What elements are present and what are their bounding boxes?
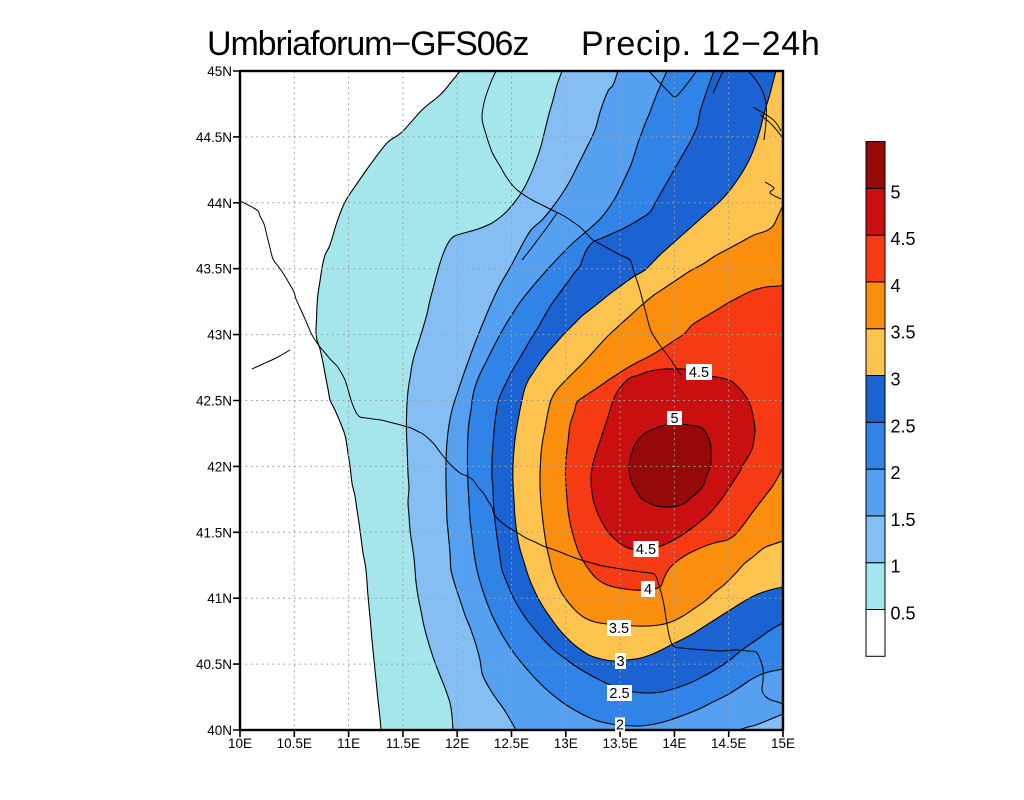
svg-text:3.5: 3.5 — [609, 621, 629, 637]
svg-text:41N: 41N — [207, 591, 232, 606]
svg-text:2.5: 2.5 — [891, 416, 916, 436]
svg-text:43.5N: 43.5N — [196, 262, 232, 277]
svg-text:15E: 15E — [771, 736, 795, 751]
svg-text:41.5N: 41.5N — [196, 525, 232, 540]
svg-text:13E: 13E — [554, 736, 578, 751]
svg-text:0.5: 0.5 — [891, 604, 916, 624]
svg-text:14.5E: 14.5E — [711, 736, 746, 751]
svg-text:13.5E: 13.5E — [602, 736, 637, 751]
svg-text:3: 3 — [891, 370, 901, 390]
svg-text:4.5: 4.5 — [636, 542, 656, 558]
svg-text:5: 5 — [670, 411, 678, 427]
svg-text:4: 4 — [644, 582, 652, 598]
svg-text:Umbriaforum−GFS06z: Umbriaforum−GFS06z — [207, 25, 528, 63]
svg-text:42N: 42N — [207, 459, 232, 474]
svg-text:1: 1 — [891, 557, 901, 577]
svg-text:Precip. 12−24h: Precip. 12−24h — [581, 25, 820, 63]
svg-text:42.5N: 42.5N — [196, 394, 232, 409]
svg-text:43N: 43N — [207, 328, 232, 343]
svg-text:40.5N: 40.5N — [196, 657, 232, 672]
svg-text:2.5: 2.5 — [609, 686, 629, 702]
svg-text:44N: 44N — [207, 196, 232, 211]
svg-text:44.5N: 44.5N — [196, 130, 232, 145]
svg-text:40N: 40N — [207, 723, 232, 738]
svg-text:2: 2 — [891, 463, 901, 483]
svg-text:45N: 45N — [207, 64, 232, 79]
svg-text:11E: 11E — [337, 736, 360, 751]
svg-text:3: 3 — [616, 654, 624, 670]
svg-text:3.5: 3.5 — [891, 323, 916, 343]
svg-text:4.5: 4.5 — [689, 365, 709, 381]
svg-text:12.5E: 12.5E — [494, 736, 529, 751]
svg-text:4: 4 — [891, 276, 901, 296]
svg-text:2: 2 — [616, 718, 624, 734]
svg-text:14E: 14E — [662, 736, 686, 751]
svg-text:12E: 12E — [445, 736, 469, 751]
svg-text:4.5: 4.5 — [891, 229, 916, 249]
svg-text:10.5E: 10.5E — [277, 736, 312, 751]
svg-text:5: 5 — [891, 182, 901, 202]
svg-text:1.5: 1.5 — [891, 510, 916, 530]
svg-text:11.5E: 11.5E — [386, 736, 420, 751]
svg-text:10E: 10E — [228, 736, 252, 751]
